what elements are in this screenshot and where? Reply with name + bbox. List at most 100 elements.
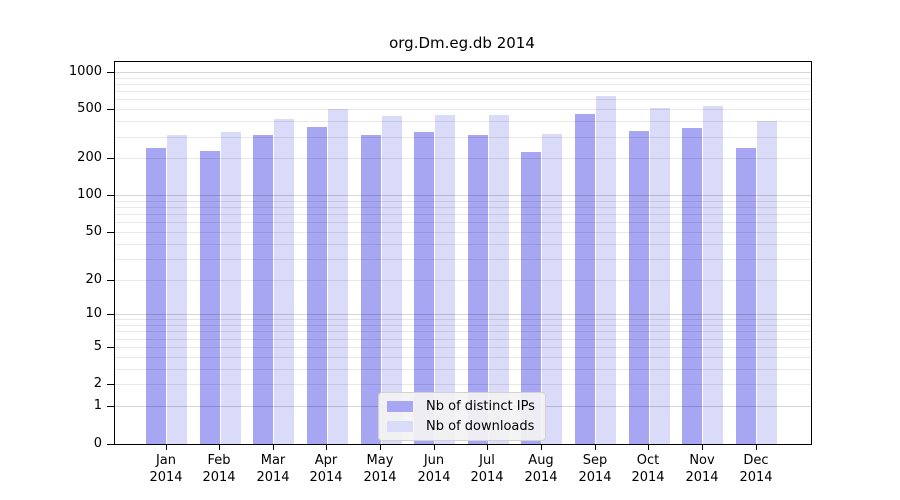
x-tick-label-feb: Feb 2014: [202, 453, 236, 485]
gridline: [115, 200, 811, 202]
x-tick: [702, 444, 703, 450]
y-tick-label: 500: [77, 101, 102, 116]
x-tick-label-apr: Apr 2014: [309, 453, 343, 485]
x-tick: [756, 444, 757, 450]
gridline: [115, 207, 811, 209]
bar-jun-downloads: [435, 115, 456, 444]
y-tick-label: 1: [93, 398, 102, 413]
x-tick-label-sep: Sep 2014: [578, 453, 612, 485]
bar-jan-downloads: [167, 134, 187, 444]
x-tick-label-jan: Jan 2014: [149, 453, 183, 485]
x-tick: [219, 444, 220, 450]
bar-dec-downloads: [757, 120, 778, 444]
gridline: [115, 368, 811, 370]
gridline: [115, 83, 811, 85]
gridline: [115, 338, 811, 340]
gridline: [115, 243, 811, 245]
gridline: [115, 231, 811, 233]
x-tick: [648, 444, 649, 450]
x-tick-label-oct: Oct 2014: [631, 453, 665, 485]
bar-mar-downloads: [274, 118, 295, 444]
x-tick-label-mar: Mar 2014: [256, 453, 290, 485]
y-tick: [107, 195, 114, 196]
x-tick-label-jul: Jul 2014: [470, 453, 504, 485]
x-tick: [434, 444, 435, 450]
gridline: [115, 99, 811, 101]
gridline: [115, 214, 811, 216]
legend-label-downloads: Nb of downloads: [426, 419, 535, 434]
y-tick: [107, 280, 114, 281]
legend-swatch-downloads: [387, 421, 413, 432]
gridline: [115, 279, 811, 281]
bar-feb-downloads: [220, 131, 241, 444]
bar-oct-downloads: [649, 108, 670, 444]
gridline: [115, 346, 811, 348]
bar-jan-distinct-ips: [146, 148, 166, 444]
x-tick: [166, 444, 167, 450]
bar-aug-downloads: [542, 134, 563, 444]
x-tick-label-may: May 2014: [363, 453, 397, 485]
legend-item-downloads: Nb of downloads: [387, 418, 535, 435]
bar-nov-downloads: [703, 106, 724, 444]
y-tick: [107, 158, 114, 159]
legend-item-distinct-ips: Nb of distinct IPs: [387, 398, 535, 415]
x-tick-label-jun: Jun 2014: [417, 453, 451, 485]
bar-apr-distinct-ips: [306, 127, 327, 444]
gridline: [115, 158, 811, 160]
x-tick: [326, 444, 327, 450]
y-tick-label: 1000: [68, 64, 102, 79]
bar-may-distinct-ips: [360, 134, 381, 444]
bar-aug-distinct-ips: [521, 151, 542, 444]
bar-dec-distinct-ips: [736, 148, 757, 444]
gridline: [115, 91, 811, 93]
gridline: [115, 71, 811, 73]
y-tick: [107, 72, 114, 73]
bar-apr-downloads: [327, 109, 348, 444]
y-tick: [107, 109, 114, 110]
y-tick-label: 200: [77, 150, 102, 165]
y-tick-label: 5: [93, 339, 102, 354]
y-tick-label: 100: [77, 187, 102, 202]
legend: Nb of distinct IPs Nb of downloads: [378, 392, 546, 441]
x-tick: [487, 444, 488, 450]
y-tick-label: 50: [85, 224, 102, 239]
y-tick-label: 2: [93, 376, 102, 391]
bar-sep-distinct-ips: [575, 114, 596, 444]
gridline: [115, 121, 811, 123]
x-tick-label-dec: Dec 2014: [739, 453, 773, 485]
y-tick: [107, 314, 114, 315]
gridline: [115, 384, 811, 385]
x-tick: [380, 444, 381, 450]
bar-nov-distinct-ips: [682, 127, 703, 444]
y-tick-label: 20: [85, 272, 102, 287]
bar-feb-distinct-ips: [199, 150, 220, 444]
gridline: [115, 325, 811, 326]
gridline: [115, 136, 811, 138]
gridline: [115, 77, 811, 79]
bar-may-downloads: [381, 115, 402, 444]
legend-swatch-distinct-ips: [387, 401, 413, 412]
gridline: [115, 319, 811, 321]
gridline: [115, 258, 811, 260]
y-tick: [107, 232, 114, 233]
x-tick-label-nov: Nov 2014: [685, 453, 719, 485]
gridline: [115, 356, 811, 358]
chart-title: org.Dm.eg.db 2014: [389, 34, 535, 52]
y-tick: [107, 384, 114, 385]
y-tick-label: 0: [93, 436, 102, 451]
bar-jul-downloads: [488, 115, 509, 444]
bar-jun-distinct-ips: [414, 132, 435, 444]
bar-jul-distinct-ips: [467, 134, 488, 444]
legend-label-distinct-ips: Nb of distinct IPs: [426, 399, 535, 414]
bar-oct-distinct-ips: [628, 130, 649, 444]
y-tick: [107, 406, 114, 407]
y-tick: [107, 347, 114, 348]
gridline: [115, 195, 811, 197]
gridline: [115, 314, 811, 316]
x-tick: [541, 444, 542, 450]
bar-mar-distinct-ips: [253, 134, 274, 444]
bar-sep-downloads: [596, 96, 617, 444]
gridline: [115, 109, 811, 111]
y-tick-label: 10: [85, 306, 102, 321]
